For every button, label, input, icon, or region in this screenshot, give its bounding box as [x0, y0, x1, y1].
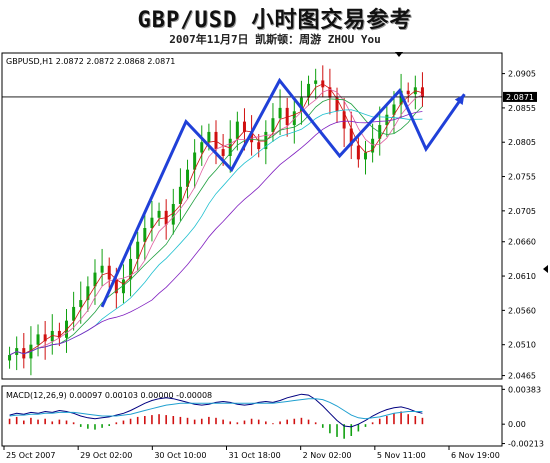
candle-body: [292, 111, 296, 126]
macd-line: [9, 393, 423, 428]
price-axis-label: 2.0560: [508, 306, 536, 315]
candle-body: [86, 286, 90, 301]
scroll-arrow-icon[interactable]: [543, 265, 548, 273]
time-axis-label: 6 Nov 19:00: [451, 451, 500, 460]
projection-arrowhead-icon: [454, 94, 465, 106]
candle-body: [342, 111, 346, 129]
candle-body: [392, 104, 396, 115]
macd-panel: [1, 385, 503, 447]
candle-body: [186, 169, 190, 187]
candle-body: [72, 306, 76, 321]
macd-signal-line: [9, 398, 423, 420]
candle-body: [200, 142, 204, 153]
moving-average-line: [9, 88, 423, 356]
candle-body: [363, 152, 367, 160]
candle-body: [121, 279, 125, 294]
candle-body: [100, 265, 104, 273]
chart-header: GBP/USD 小时图交易参考 2007年11月7日 凯斯顿：周游 ZHOU Y…: [0, 0, 550, 50]
price-axis-label: 2.0905: [508, 70, 536, 79]
candle-body: [43, 334, 47, 342]
price-axis-label: 2.0610: [508, 272, 536, 281]
candle-body: [143, 228, 147, 242]
projection-zigzag-line: [100, 77, 466, 308]
candle-body: [328, 87, 332, 98]
candle-body: [8, 354, 12, 361]
candle-body: [221, 149, 225, 156]
price-axis-label: 2.0855: [508, 104, 536, 113]
candle-body: [335, 97, 339, 112]
candle-body: [207, 131, 211, 143]
candle-body: [157, 210, 161, 218]
candle-body: [257, 142, 261, 150]
symbol-info: GBPUSD,H1 2.0872 2.0872 2.0868 2.0871: [6, 57, 175, 66]
time-axis-label: 31 Oct 18:00: [229, 451, 281, 460]
time-axis-label: 25 Oct 2007: [6, 451, 55, 460]
macd-axis-label: -0.00213: [508, 440, 544, 449]
candle-body: [193, 152, 197, 170]
macd-axis-label: 0.00383: [508, 385, 541, 394]
candle-body: [114, 279, 118, 294]
candle-body: [36, 334, 40, 345]
price-panel: [1, 52, 503, 380]
candle-body: [171, 203, 175, 225]
moving-average-line: [9, 98, 423, 356]
candle-body: [22, 348, 26, 359]
candle-body: [307, 83, 311, 98]
macd-info: MACD(12,26,9) 0.00097 0.00103 0.00000 -0…: [6, 391, 212, 400]
time-axis-label: 30 Oct 10:00: [154, 451, 206, 460]
macd-axis-label: 0.00: [508, 420, 526, 429]
candle-body: [79, 300, 83, 307]
candle-body: [57, 330, 61, 338]
candle-body: [242, 121, 246, 132]
candle-body: [371, 138, 375, 153]
candle-body: [214, 131, 218, 150]
moving-average-line: [9, 111, 423, 356]
candle-body: [278, 107, 282, 119]
price-axis-label: 2.0660: [508, 238, 536, 247]
candle-body: [50, 330, 54, 342]
candle-body: [136, 241, 140, 259]
candle-body: [420, 87, 424, 97]
candle-body: [93, 272, 97, 287]
price-axis-label: 2.0465: [508, 372, 536, 381]
time-axis-label: 2 Nov 02:00: [303, 451, 352, 460]
candle-body: [129, 258, 133, 280]
candle-body: [178, 186, 182, 204]
chart-title: GBP/USD 小时图交易参考: [137, 8, 413, 33]
price-axis-label: 2.0510: [508, 341, 536, 350]
moving-average-line: [9, 83, 423, 356]
time-axis-label: 5 Nov 11:00: [377, 451, 426, 460]
shift-marker-icon: [395, 52, 403, 57]
candle-body: [356, 145, 360, 160]
candle-body: [349, 128, 353, 146]
time-axis-label: 29 Oct 02:00: [80, 451, 132, 460]
price-axis-label: 2.0705: [508, 207, 536, 216]
candle-body: [378, 125, 382, 139]
current-price-label: 2.0871: [506, 93, 534, 102]
price-axis-label: 2.0805: [508, 138, 536, 147]
candle-body: [314, 80, 318, 84]
candle-body: [271, 118, 275, 132]
price-axis-label: 2.0755: [508, 173, 536, 182]
current-price-tag: [503, 91, 537, 102]
candle-body: [150, 217, 154, 229]
candle-body: [385, 114, 389, 126]
candle-body: [285, 107, 289, 126]
candle-body: [406, 90, 410, 95]
candle-body: [235, 121, 239, 139]
chart-subtitle: 2007年11月7日 凯斯顿：周游 ZHOU You: [169, 33, 381, 46]
candle-body: [299, 97, 303, 112]
candle-body: [250, 131, 254, 143]
